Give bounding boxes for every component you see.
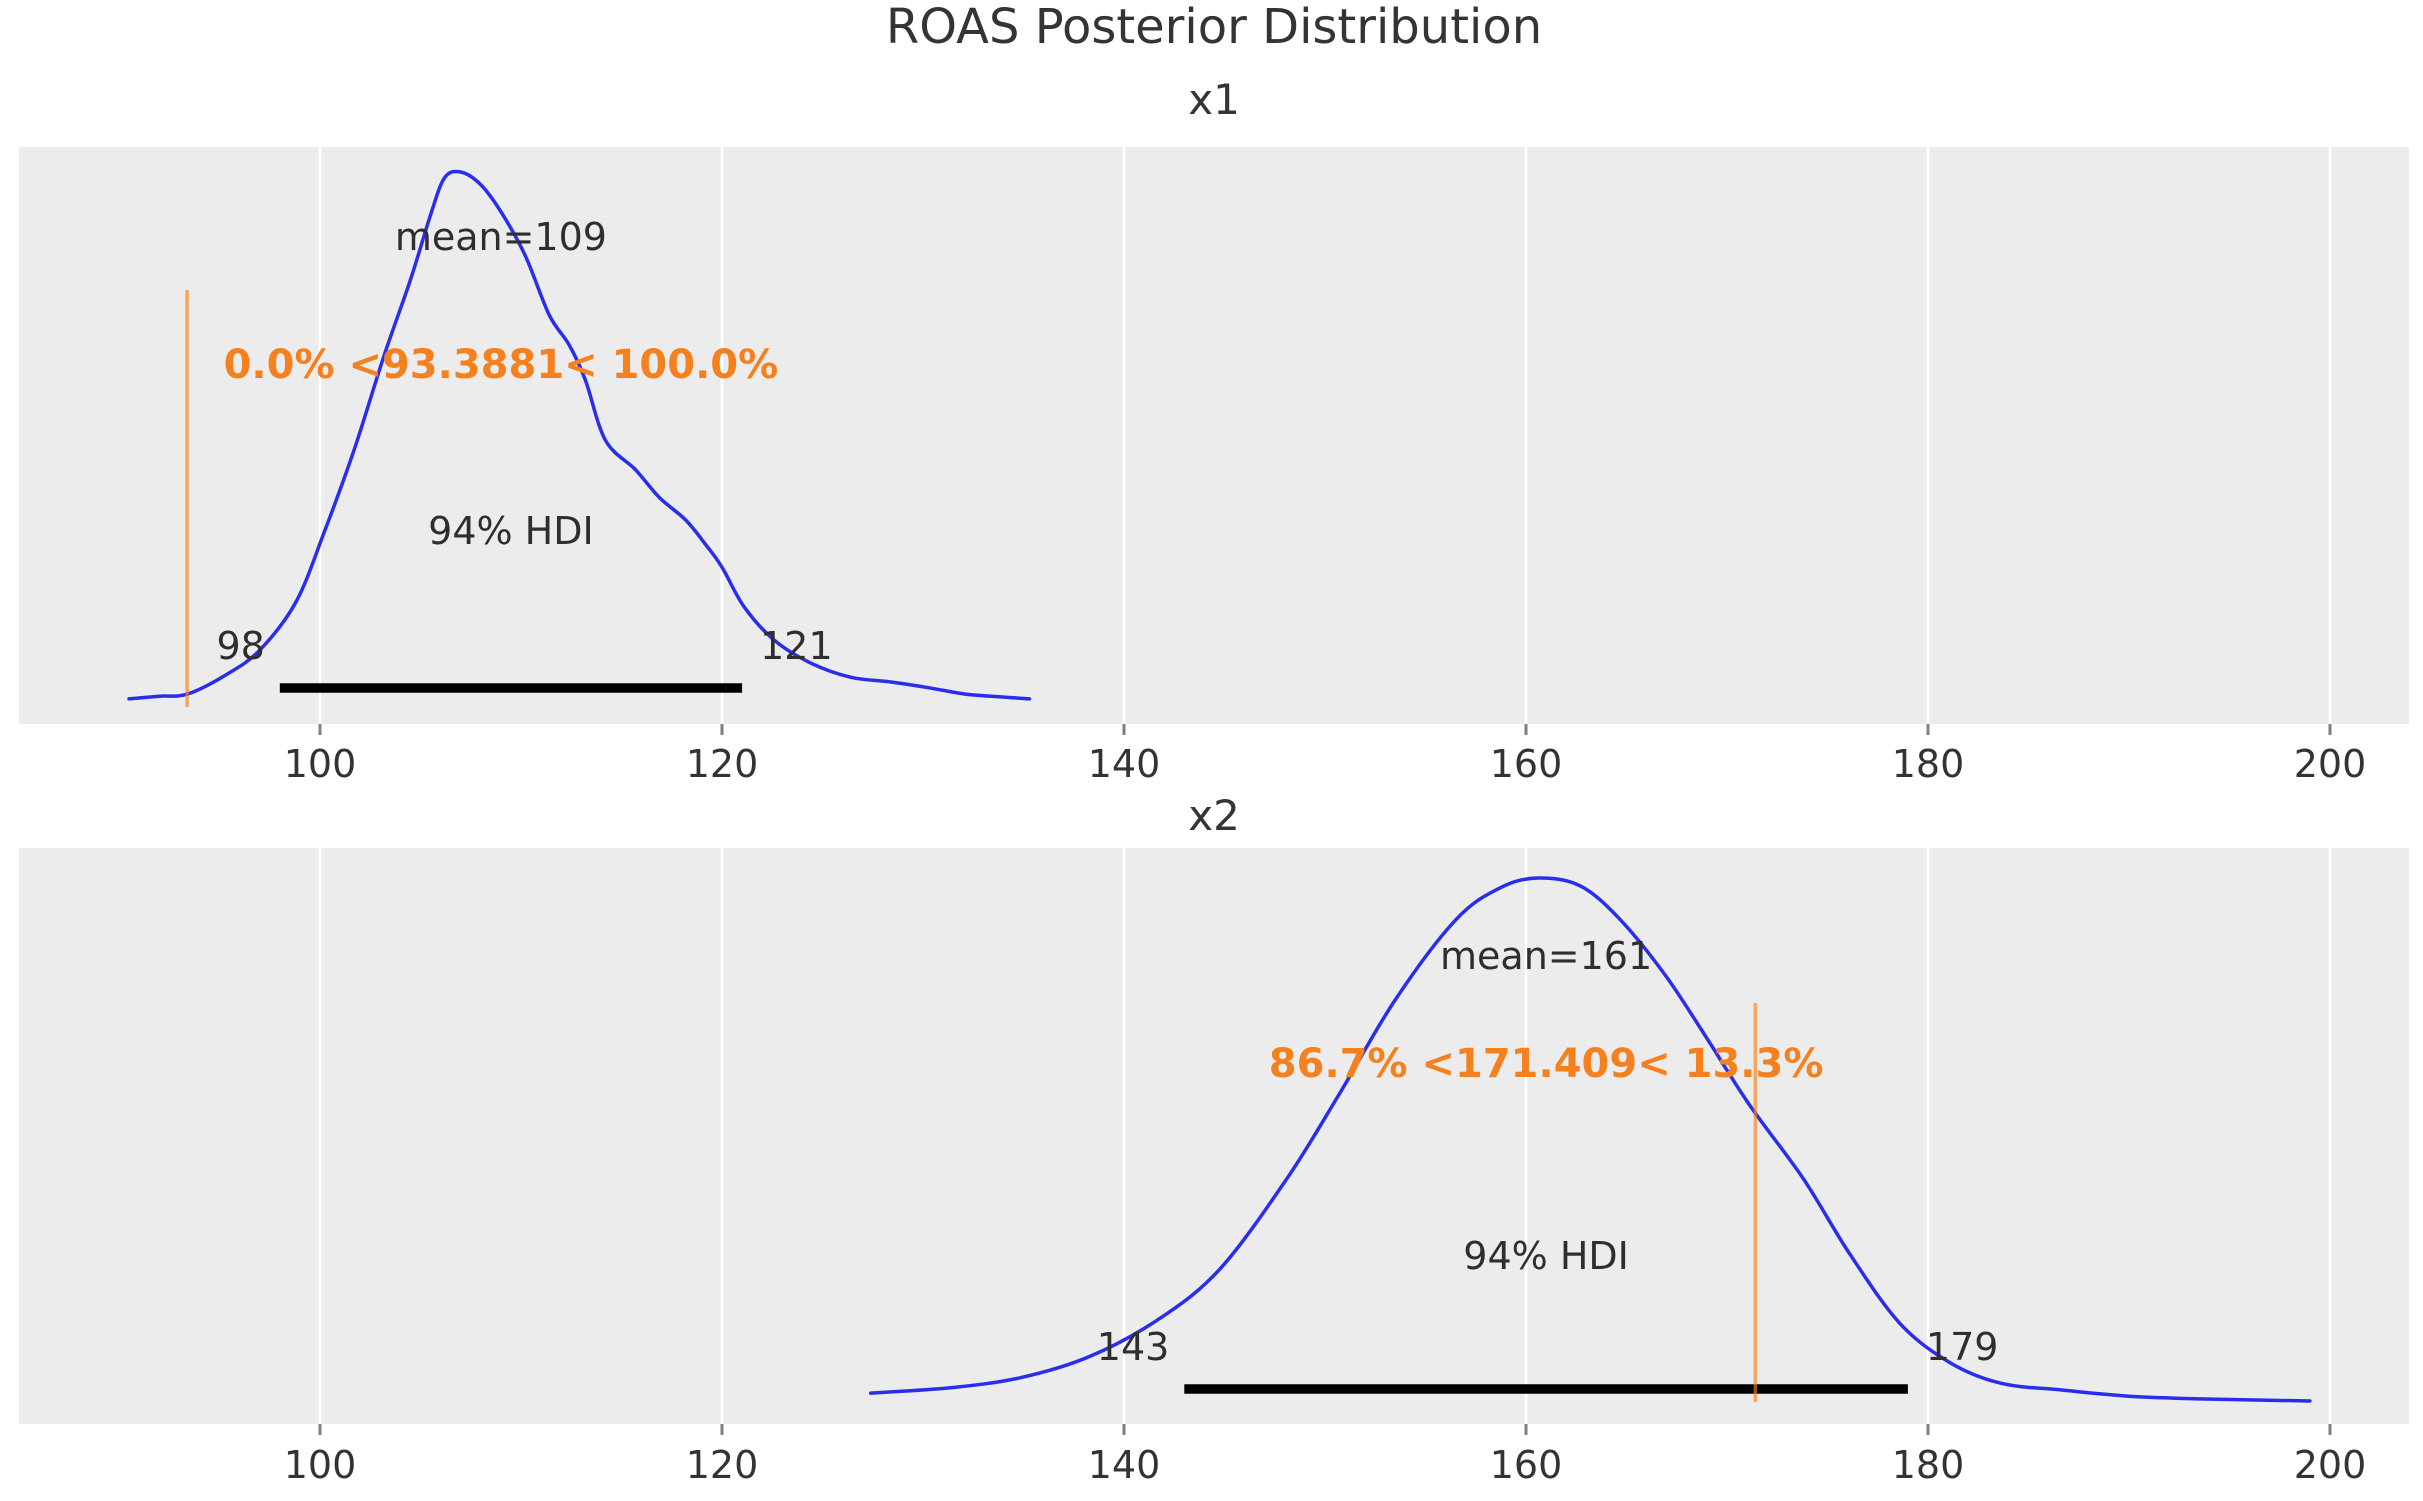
x-tick-label: 140 bbox=[1087, 742, 1161, 786]
subplot-title-x2: x2 bbox=[1188, 791, 1240, 840]
mean-label: mean=109 bbox=[394, 215, 607, 259]
x-tick-label: 200 bbox=[2293, 1443, 2367, 1487]
x-tick-label: 200 bbox=[2293, 742, 2367, 786]
hdi-upper-label: 121 bbox=[760, 624, 833, 668]
x-tick-label: 100 bbox=[283, 742, 357, 786]
x-tick-label: 120 bbox=[685, 1443, 759, 1487]
plot-panel bbox=[19, 147, 2409, 724]
ref-interval-label: 86.7% <171.409< 13.3% bbox=[1268, 1041, 1824, 1087]
x-tick-label: 100 bbox=[283, 1443, 357, 1487]
kde-curve bbox=[127, 169, 1032, 701]
x-tick-label: 180 bbox=[1891, 1443, 1965, 1487]
x-tick-label: 180 bbox=[1891, 742, 1965, 786]
hdi-label: 94% HDI bbox=[428, 509, 594, 553]
plot-panel bbox=[19, 848, 2409, 1424]
subplot-title-x1: x1 bbox=[1188, 75, 1240, 124]
hdi-upper-label: 179 bbox=[1925, 1325, 1999, 1369]
x-tick-label: 160 bbox=[1489, 742, 1563, 786]
hdi-lower-label: 98 bbox=[216, 624, 265, 668]
hdi-label: 94% HDI bbox=[1463, 1234, 1629, 1278]
ref-interval-label: 0.0% <93.3881< 100.0% bbox=[223, 342, 779, 388]
hdi-bar bbox=[1184, 1384, 1908, 1394]
kde-curve bbox=[868, 876, 2312, 1403]
mean-label: mean=161 bbox=[1440, 934, 1653, 978]
chart-title: ROAS Posterior Distribution bbox=[885, 0, 1543, 55]
x-tick-label: 140 bbox=[1087, 1443, 1161, 1487]
x-tick-label: 160 bbox=[1489, 1443, 1563, 1487]
x-tick-label: 120 bbox=[685, 742, 759, 786]
hdi-lower-label: 143 bbox=[1096, 1325, 1170, 1369]
hdi-bar bbox=[279, 683, 743, 693]
